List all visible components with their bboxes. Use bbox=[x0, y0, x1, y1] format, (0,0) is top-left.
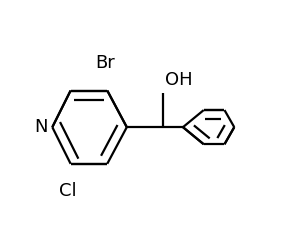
Text: N: N bbox=[34, 118, 48, 136]
Text: Br: Br bbox=[95, 54, 115, 72]
Text: OH: OH bbox=[165, 71, 192, 89]
Text: Cl: Cl bbox=[59, 182, 77, 200]
